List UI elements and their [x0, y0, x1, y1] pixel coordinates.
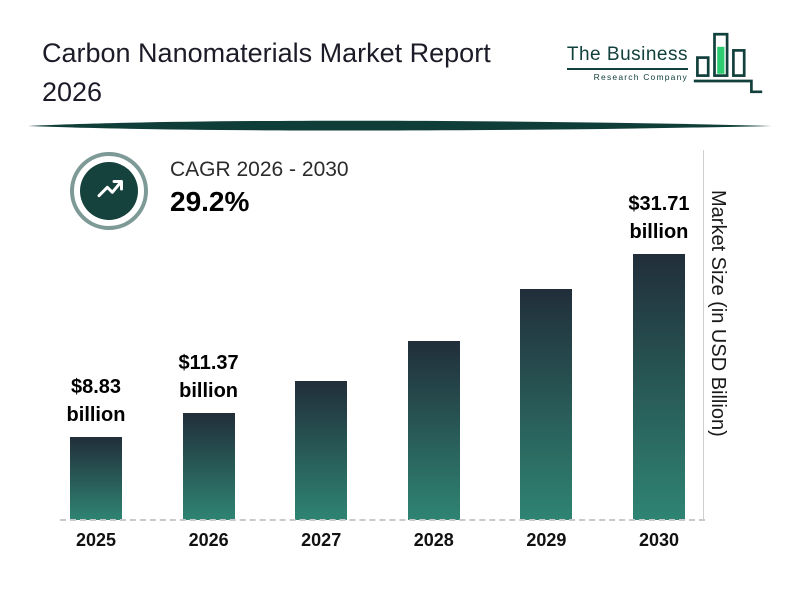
y-axis-label: Market Size (in USD Billion) [707, 190, 729, 437]
x-axis-label: 2030 [638, 530, 679, 550]
bar-value-label: $31.71 billion [628, 193, 690, 243]
page-title: Carbon Nanomaterials Market Report 2026 [42, 38, 491, 108]
bars: $8.83 billion $11.37 billion $31.71 billion [65, 190, 690, 520]
bar-chart-logo-icon [692, 30, 764, 101]
x-labels: 2025 2026 2027 2028 2029 2030 [65, 530, 690, 551]
bar [295, 381, 348, 520]
cagr-label: CAGR 2026 - 2030 [170, 158, 349, 181]
bar [70, 437, 122, 520]
logo-text: The Business Research Company [566, 44, 688, 82]
logo-subname: Research Company [593, 72, 688, 82]
bar-column: $31.71 billion [628, 190, 690, 520]
divider-swoosh [28, 120, 772, 134]
cagr-circle [80, 162, 138, 220]
x-axis-label: 2025 [75, 530, 117, 550]
bar-column [515, 190, 577, 520]
logo-name: The Business [566, 44, 688, 70]
y-axis-line [703, 150, 704, 520]
x-axis-label: 2026 [188, 530, 229, 550]
cagr-badge: CAGR 2026 - 2030 29.2% [70, 152, 349, 230]
bar [632, 254, 685, 520]
x-axis-label: 2027 [301, 530, 342, 550]
x-axis-label: 2029 [526, 530, 567, 550]
bar [182, 413, 235, 520]
bar-column: $8.83 billion [65, 190, 127, 520]
x-axis-label: 2028 [413, 530, 454, 550]
bar-value-label: $11.37 billion [178, 352, 239, 402]
bar [407, 341, 460, 520]
bar-column [290, 190, 352, 520]
bar [520, 289, 573, 520]
cagr-value: 29.2% [170, 186, 250, 217]
bar-column: $11.37 billion [178, 190, 240, 520]
cagr-ring [70, 152, 148, 230]
bar-value-label: $8.83 billion [66, 376, 126, 426]
trend-up-arrow-icon [89, 169, 129, 214]
cagr-texts: CAGR 2026 - 2030 29.2% [170, 158, 349, 218]
x-axis-baseline [60, 519, 705, 521]
company-logo: The Business Research Company [566, 30, 764, 101]
bar-column [403, 190, 465, 520]
